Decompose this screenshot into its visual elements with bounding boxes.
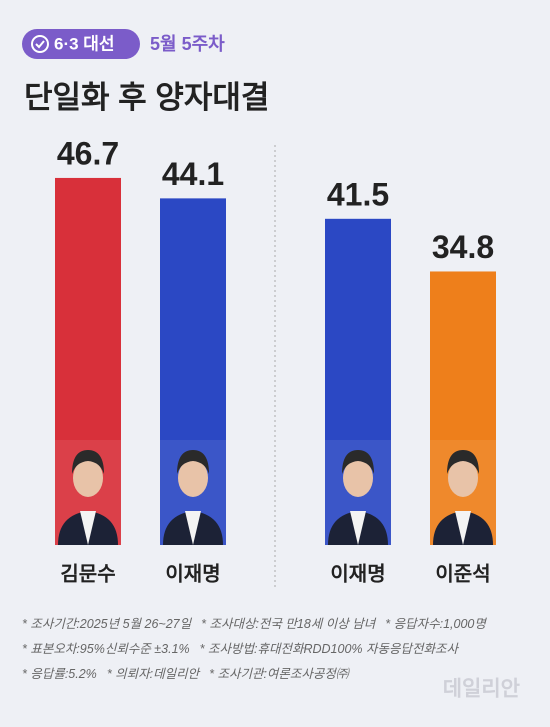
week: 5월 5주차 <box>150 34 225 54</box>
footnote-row: * 응답률:5.2% * 의뢰자:데일리안 * 조사기관:여론조사공정㈜ <box>22 660 532 685</box>
footnote: * 표본오차:95%신뢰수준 ±3.1% <box>22 642 190 656</box>
photo-face <box>178 459 208 497</box>
badge-icon <box>35 40 45 49</box>
category-label: 김문수 <box>60 562 115 585</box>
footnotes: * 조사기간:2025년 5월 26~27일 * 조사대상:전국 만18세 이상 … <box>22 610 532 685</box>
footnote: * 의뢰자:데일리안 <box>106 667 200 681</box>
photo-face <box>448 459 478 497</box>
photo-hair <box>342 450 374 474</box>
value-label: 44.1 <box>162 156 224 192</box>
value-label: 41.5 <box>327 176 389 212</box>
bar <box>430 271 496 545</box>
photo-shirt <box>80 511 96 545</box>
title: 단일화 후 양자대결 <box>24 80 269 115</box>
category-label: 이준석 <box>435 562 490 585</box>
photo-face <box>343 459 373 497</box>
badge-text: 6·3 대선 <box>54 34 115 53</box>
footnote: * 조사대상:전국 만18세 이상 남녀 <box>201 617 376 631</box>
footnote-row: * 표본오차:95%신뢰수준 ±3.1% * 조사방법:휴대전화RDD100% 자… <box>22 635 532 660</box>
footnote-row: * 조사기간:2025년 5월 26~27일 * 조사대상:전국 만18세 이상 … <box>22 610 532 635</box>
footnote: * 조사방법:휴대전화RDD100% 자동응답전화조사 <box>199 642 458 656</box>
value-label: 34.8 <box>432 229 494 265</box>
footnote: * 조사기간:2025년 5월 26~27일 <box>22 617 192 631</box>
photo-face <box>73 459 103 497</box>
category-label: 이재명 <box>330 562 385 585</box>
value-label: 46.7 <box>57 135 119 171</box>
badge-icon <box>31 35 49 53</box>
photo-shirt <box>350 511 366 545</box>
photo-shirt <box>455 511 471 545</box>
photo-shirt <box>185 511 201 545</box>
category-label: 이재명 <box>165 562 220 585</box>
photo-hair <box>447 450 479 474</box>
photo-hair <box>177 450 209 474</box>
watermark: 데일리안 <box>443 678 520 701</box>
footnote: * 응답률:5.2% <box>22 667 97 681</box>
footnote: * 조사기관:여론조사공정㈜ <box>209 667 349 681</box>
footnote: * 응답자수:1,000명 <box>385 617 486 631</box>
badge <box>22 29 140 59</box>
photo-hair <box>72 450 104 474</box>
